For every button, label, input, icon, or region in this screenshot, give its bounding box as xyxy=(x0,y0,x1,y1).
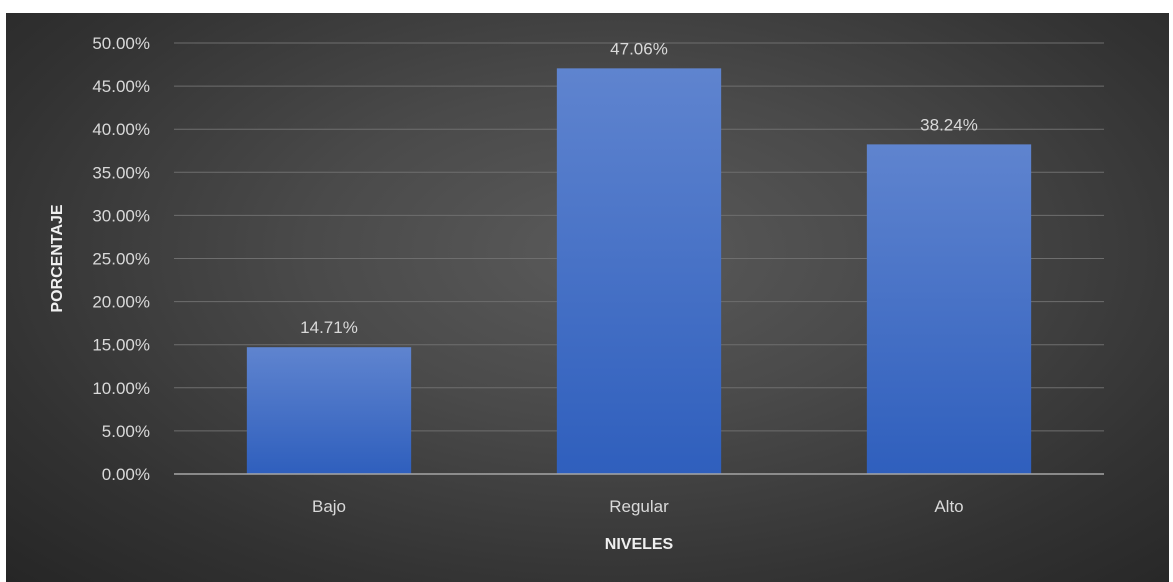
y-tick-label: 25.00% xyxy=(92,250,150,269)
x-axis-title: NIVELES xyxy=(605,536,674,553)
bar-chart: 0.00% 5.00% 10.00% 15.00% 20.00% 25.00% 30.00%… xyxy=(49,34,1104,553)
y-tick-label: 45.00% xyxy=(92,77,150,96)
y-tick-label: 20.00% xyxy=(92,293,150,312)
y-tick-label: 30.00% xyxy=(92,206,150,225)
y-axis-ticks: 0.00% 5.00% 10.00% 15.00% 20.00% 25.00% 30.00%… xyxy=(92,34,150,484)
chart-area: 0.00% 5.00% 10.00% 15.00% 20.00% 25.00% 30.00%… xyxy=(6,13,1169,582)
bar-regular xyxy=(556,68,722,474)
data-labels: 14.71% 47.06% 38.24% xyxy=(300,39,978,337)
y-tick-label: 40.00% xyxy=(92,120,150,139)
y-tick-label: 50.00% xyxy=(92,34,150,53)
bar-alto xyxy=(866,144,1032,474)
bar-bajo xyxy=(246,347,412,474)
y-tick-label: 35.00% xyxy=(92,163,150,182)
x-tick-label: Regular xyxy=(609,497,669,516)
x-tick-label: Bajo xyxy=(312,497,346,516)
data-label-regular: 47.06% xyxy=(610,39,668,58)
y-axis-title: PORCENTAJE xyxy=(49,204,66,312)
bars xyxy=(246,68,1032,474)
data-label-alto: 38.24% xyxy=(920,115,978,134)
y-tick-label: 15.00% xyxy=(92,336,150,355)
y-tick-label: 10.00% xyxy=(92,379,150,398)
data-label-bajo: 14.71% xyxy=(300,318,358,337)
x-axis-ticks: Bajo Regular Alto xyxy=(312,497,964,516)
x-tick-label: Alto xyxy=(934,497,963,516)
y-tick-label: 0.00% xyxy=(102,465,150,484)
y-tick-label: 5.00% xyxy=(102,422,150,441)
